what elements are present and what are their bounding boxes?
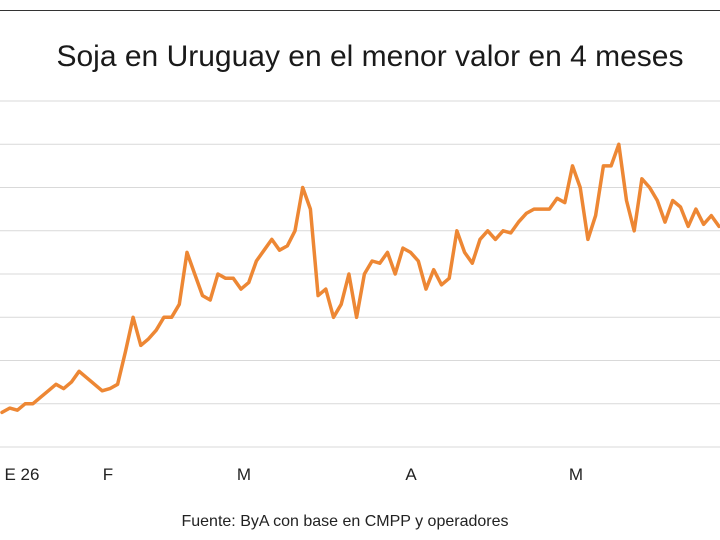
- x-tick-label-2: M: [237, 465, 251, 484]
- top-border: [0, 10, 720, 11]
- chart-title: Soja en Uruguay en el menor valor en 4 m…: [56, 40, 684, 73]
- source-note: Fuente: ByA con base en CMPP y operadore…: [181, 513, 509, 530]
- x-tick-label-4: M: [569, 465, 583, 484]
- x-tick-label-0: E 26: [5, 465, 40, 484]
- series-line-0: [0, 142, 720, 415]
- x-tick-label-3: A: [405, 465, 417, 484]
- x-tick-label-1: F: [103, 465, 113, 484]
